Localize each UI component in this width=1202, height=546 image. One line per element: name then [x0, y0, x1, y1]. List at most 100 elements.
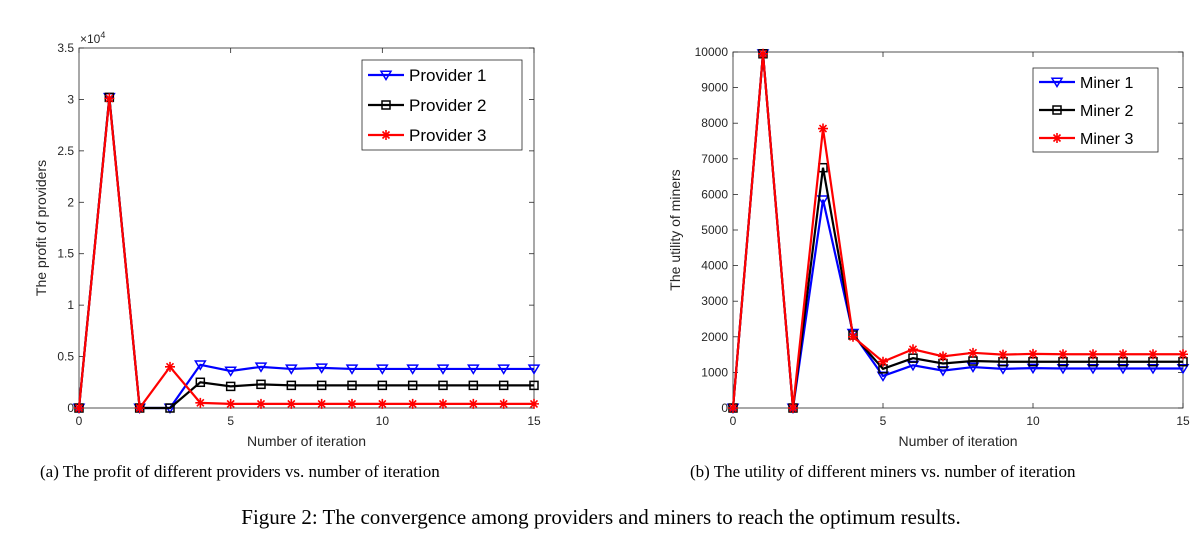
series-line	[77, 97, 534, 410]
y-tick-label: 1.5	[57, 247, 74, 261]
data-point	[347, 380, 357, 391]
data-point	[256, 379, 266, 390]
y-tick-label: 4000	[701, 259, 728, 273]
data-point	[347, 398, 357, 409]
data-point	[966, 362, 980, 374]
y-tick-label: 2.5	[57, 144, 74, 158]
data-point	[1028, 348, 1038, 359]
data-point	[438, 398, 448, 409]
data-point	[728, 403, 738, 413]
legend-marker	[1052, 133, 1062, 143]
x-tick-label: 0	[730, 414, 737, 428]
data-point	[529, 398, 539, 409]
data-point	[1026, 363, 1040, 375]
data-point	[1118, 349, 1128, 360]
x-tick-label: 5	[227, 414, 234, 428]
data-point	[74, 403, 84, 413]
x-axis-label: Number of iteration	[247, 433, 366, 449]
legend-label: Provider 2	[409, 96, 486, 115]
data-point	[1056, 363, 1070, 375]
x-tick-label: 15	[1176, 414, 1190, 428]
data-point	[1088, 349, 1098, 360]
y-tick-label: 3000	[701, 294, 728, 308]
data-point	[467, 364, 480, 375]
data-point	[256, 398, 266, 409]
data-point	[285, 364, 298, 375]
data-point	[1116, 363, 1130, 375]
y-exponent-power: 4	[100, 30, 105, 40]
legend-marker	[1052, 105, 1062, 115]
data-point	[878, 356, 888, 367]
x-tick-label: 10	[376, 414, 390, 428]
data-point	[468, 398, 479, 409]
data-point	[377, 380, 388, 391]
legend-label: Miner 3	[1080, 131, 1133, 148]
series-3	[728, 48, 1188, 413]
data-point	[316, 398, 327, 409]
data-point	[225, 398, 236, 409]
data-point	[788, 403, 798, 413]
y-tick-label: 0.5	[57, 350, 74, 364]
legend-label: Miner 2	[1080, 103, 1133, 120]
y-tick-label: 0	[721, 401, 728, 415]
data-point	[165, 403, 175, 413]
data-point	[1176, 363, 1190, 375]
legend: Provider 1 Provider 2 Provider 3	[361, 59, 523, 151]
data-point	[848, 331, 858, 342]
data-point	[938, 351, 948, 362]
data-point	[316, 380, 327, 391]
y-tick-label: 0	[67, 401, 74, 415]
data-point	[758, 48, 768, 59]
data-point	[286, 398, 297, 409]
series-line	[77, 98, 534, 411]
data-point	[254, 362, 268, 373]
data-point	[498, 398, 509, 409]
x-tick-label: 0	[76, 414, 83, 428]
plot-frame	[78, 47, 535, 409]
legend-label: Provider 1	[409, 66, 486, 85]
legend-marker	[381, 130, 391, 140]
y-tick-label: 10000	[695, 45, 729, 59]
subcaption-b: (b) The utility of different miners vs. …	[690, 462, 1076, 481]
data-point	[195, 377, 206, 388]
data-point	[315, 363, 328, 374]
legend-marker	[1050, 77, 1064, 88]
data-point	[225, 381, 236, 392]
x-axis-label: Number of iteration	[898, 433, 1017, 449]
x-tick-label: 5	[880, 414, 887, 428]
subcaption-a: (a) The profit of different providers vs…	[40, 462, 440, 481]
legend-label: Provider 3	[409, 126, 486, 145]
data-point	[816, 195, 830, 206]
data-point	[376, 364, 389, 375]
y-axis-label: The profit of providers	[33, 160, 49, 296]
data-point	[194, 360, 207, 371]
y-tick-label: 3.5	[57, 41, 74, 55]
legend-marker	[381, 100, 391, 110]
data-point	[998, 349, 1008, 360]
data-point	[165, 361, 175, 372]
y-tick-label: 3	[67, 92, 74, 106]
data-point	[908, 344, 918, 355]
y-tick-label: 1000	[701, 365, 728, 379]
series-line	[731, 53, 1183, 409]
data-point	[1148, 349, 1158, 360]
data-point	[224, 366, 237, 377]
data-point	[1086, 363, 1100, 375]
series-3	[74, 93, 539, 413]
data-point	[818, 123, 828, 134]
data-point	[134, 403, 145, 413]
legend-label: Miner 1	[1080, 75, 1133, 92]
data-point	[407, 380, 418, 391]
data-point	[286, 380, 297, 391]
data-point	[407, 398, 418, 409]
chart-b: 0100020003000400050006000700080009000100…	[667, 45, 1190, 449]
y-tick-label: 2	[67, 195, 74, 209]
y-tick-label: 6000	[701, 187, 728, 201]
series-line	[731, 53, 1183, 409]
chart-a: 0 0.5 1 1.5 2 2.5 3 3.5 0 5 10 15 Number of iteratio…	[33, 30, 541, 449]
data-point	[436, 364, 450, 375]
x-tick-label: 15	[527, 414, 541, 428]
series-line	[731, 53, 1183, 409]
y-tick-label: 9000	[701, 81, 728, 95]
